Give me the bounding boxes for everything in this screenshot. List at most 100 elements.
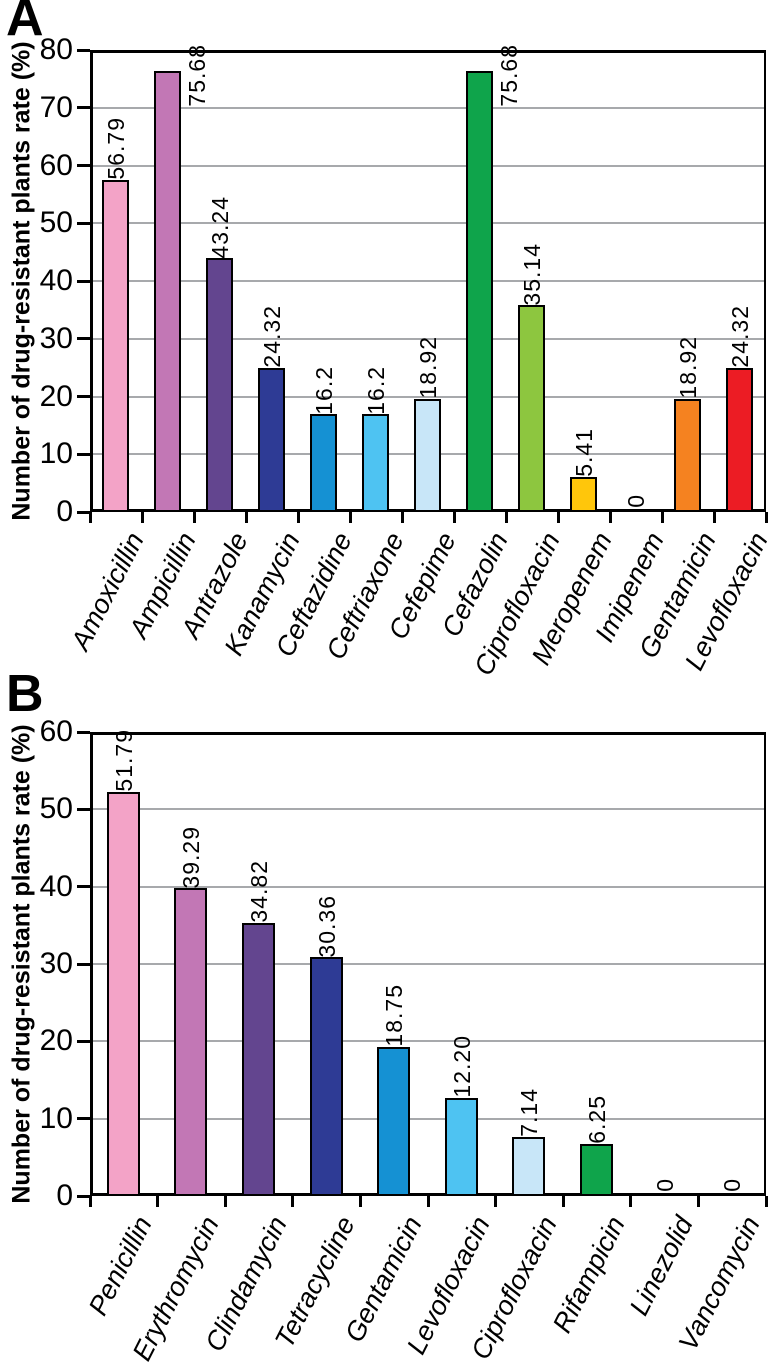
bar: [174, 888, 208, 1196]
bar-value-label: 18.75: [381, 984, 408, 1047]
x-tick: [88, 512, 92, 523]
x-tick: [296, 512, 300, 523]
bar: [362, 414, 389, 512]
y-tick-label: 60: [39, 148, 73, 182]
plot-border-right: [764, 50, 766, 512]
plot-area-b: 51.79 39.29 34.82 30.36 18.75 12.20 7.14 6.25 0 0: [90, 728, 766, 1196]
bar-value-label: 34.82: [246, 860, 272, 923]
y-tick: [77, 510, 90, 514]
x-tick: [348, 512, 352, 523]
bar-value-label: 0: [719, 1178, 746, 1192]
x-tick: [494, 1196, 498, 1207]
y-tick-label: 40: [39, 264, 73, 297]
x-tick: [696, 1196, 700, 1207]
x-tick: [291, 1196, 295, 1207]
x-tick: [223, 1196, 227, 1207]
x-tick: [156, 1196, 160, 1207]
gridline: [90, 337, 766, 340]
panel-letter-a: A: [6, 0, 44, 47]
plot-border-top: [90, 732, 766, 735]
x-tick: [358, 1196, 362, 1207]
y-tick-label: 10: [39, 1101, 73, 1135]
y-tick: [77, 395, 90, 398]
bar: [154, 70, 181, 512]
x-tick: [504, 512, 508, 523]
y-tick-label: 30: [39, 321, 73, 355]
bar: [102, 180, 129, 512]
bar: [414, 398, 441, 512]
y-tick-label: 30: [39, 947, 73, 980]
x-tick: [764, 512, 768, 523]
x-tick: [556, 512, 560, 523]
bar: [512, 1136, 546, 1196]
bar: [570, 476, 597, 512]
bar: [377, 1047, 411, 1196]
bar-value-label: 6.25: [584, 1094, 610, 1144]
x-axis-line: [90, 1193, 766, 1196]
gridline: [90, 395, 766, 398]
y-tick-label: 50: [39, 792, 73, 826]
y-tick-label: 50: [39, 206, 73, 240]
x-tick: [426, 1196, 430, 1207]
y-tick: [77, 106, 90, 110]
x-tick: [244, 512, 248, 523]
bar: [310, 414, 337, 512]
y-tick-label: 60: [39, 715, 73, 748]
gridline: [90, 164, 766, 167]
y-tick: [77, 452, 90, 456]
y-tick: [77, 48, 90, 52]
gridline: [90, 885, 766, 888]
y-tick-label: 10: [39, 437, 73, 471]
plot-area-a: 56.79 75.68 43.24 24.32 16.2 16.2 18.92 75.68 35…: [90, 44, 766, 512]
x-tick: [712, 512, 716, 523]
y-tick: [77, 1194, 90, 1198]
y-tick-label: 40: [39, 869, 73, 903]
bar: [674, 398, 701, 512]
bar-value-label: 7.14: [516, 1088, 543, 1137]
y-tick: [77, 885, 90, 889]
gridline: [90, 963, 766, 965]
y-tick-label: 80: [39, 33, 73, 66]
bar-value-label: 0: [651, 1178, 678, 1192]
x-tick: [400, 512, 404, 523]
bar: [726, 367, 753, 512]
bar: [518, 305, 545, 512]
bar: [466, 70, 493, 512]
gridline: [90, 1040, 766, 1043]
x-tick: [140, 512, 144, 523]
x-tick: [629, 1196, 633, 1207]
x-tick: [660, 512, 664, 523]
gridline: [90, 106, 766, 109]
y-tick: [77, 807, 90, 811]
y-tick: [77, 962, 90, 966]
y-tick: [77, 337, 90, 341]
y-tick-label: 0: [56, 495, 73, 528]
x-tick: [561, 1196, 565, 1207]
y-tick-label: 20: [39, 1024, 73, 1058]
x-tick: [192, 512, 196, 523]
y-tick: [77, 279, 90, 283]
x-tick: [764, 1196, 768, 1207]
gridline: [90, 1117, 766, 1120]
bar-value-label: 51.79: [110, 728, 137, 792]
y-axis-line: [90, 732, 93, 1196]
gridline: [90, 808, 766, 811]
bar: [258, 367, 285, 512]
y-axis-line: [90, 50, 93, 512]
y-tick-label: 20: [39, 379, 73, 413]
bar: [206, 258, 233, 512]
bar: [106, 791, 140, 1196]
bar-value-label: 12.20: [448, 1035, 475, 1098]
bar-value-label: 30.36: [313, 894, 340, 958]
gridline: [90, 222, 766, 225]
y-tick: [77, 221, 90, 225]
y-tick: [77, 1117, 90, 1121]
x-tick: [88, 1196, 92, 1207]
y-tick-label: 70: [39, 90, 73, 124]
y-tick: [77, 1039, 90, 1043]
bar: [444, 1097, 478, 1196]
x-tick: [608, 512, 612, 523]
